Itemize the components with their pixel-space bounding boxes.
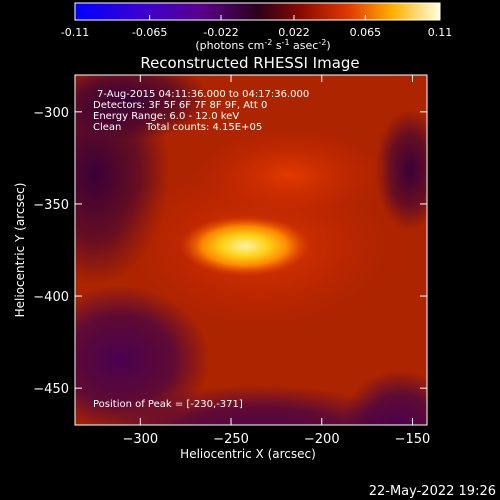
footer-timestamp: 22-May-2022 19:26 (369, 484, 496, 499)
colorbar-tick-label: 0.065 (350, 26, 382, 39)
x-tick-label: −150 (395, 432, 431, 447)
colorbar-tick-label: -0.065 (132, 26, 167, 39)
x-axis-label: Heliocentric X (arcsec) (180, 447, 316, 461)
colorbar-tick-labels: -0.11 -0.065 -0.022 0.022 0.065 0.11 (61, 26, 452, 39)
colorbar-tick-label: -0.022 (203, 26, 238, 39)
y-axis: −300 −350 −400 −450 (33, 106, 427, 397)
colorbar-tick-label: -0.11 (61, 26, 89, 39)
y-tick-label: −450 (33, 382, 69, 397)
colorbar-tick-label: 0.11 (428, 26, 453, 39)
annotation-total-counts: Total counts: 4.15E+05 (145, 122, 262, 133)
x-tick-label: −300 (122, 432, 158, 447)
chart-title: Reconstructed RHESSI Image (140, 54, 359, 72)
annotation-time-range: 7-Aug-2015 04:11:36.000 to 04:17:36.000 (97, 89, 309, 100)
y-tick-label: −350 (33, 198, 69, 213)
annotation-peak-position: Position of Peak = [-230,-371] (93, 399, 243, 410)
colorbar (75, 3, 440, 20)
emission-peak (180, 216, 310, 276)
x-axis: −300 −250 −200 −150 (122, 75, 430, 447)
annotation-detectors: Detectors: 3F 5F 6F 7F 8F 9F, Att 0 (93, 100, 267, 111)
colorbar-frame (74, 2, 441, 21)
y-axis-label: Heliocentric Y (arcsec) (13, 183, 27, 318)
x-tick-label: −200 (304, 432, 340, 447)
annotation-energy-range: Energy Range: 6.0 - 12.0 keV (93, 111, 239, 122)
plot-frame (74, 74, 428, 426)
colorbar-tick-label: 0.022 (278, 26, 310, 39)
y-tick-label: −400 (33, 290, 69, 305)
y-tick-label: −300 (33, 106, 69, 121)
heatmap-image (75, 75, 427, 425)
colorbar-ticks (74, 2, 441, 21)
colorbar-units: (photons cm-2 s-1 asec-2) (195, 38, 330, 52)
x-tick-label: −250 (213, 432, 249, 447)
annotation-clean: Clean (93, 122, 121, 133)
